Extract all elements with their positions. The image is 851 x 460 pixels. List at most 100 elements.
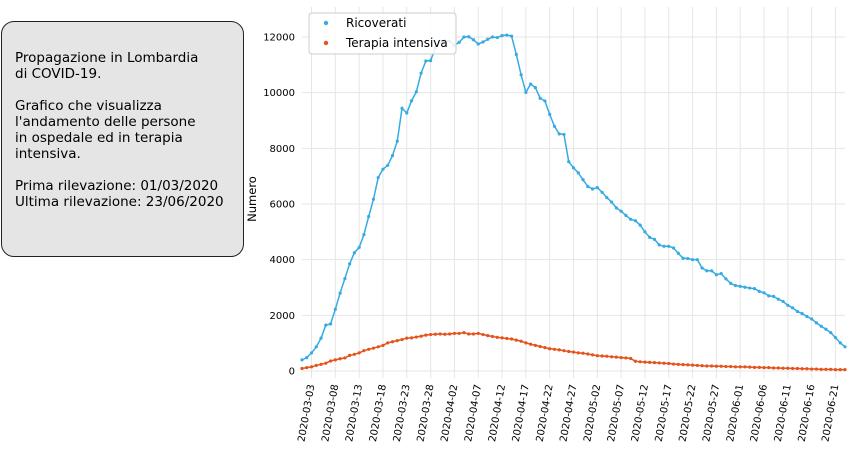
x-tick-label: 2020-06-11	[773, 384, 794, 443]
ricoverati-point	[810, 317, 814, 321]
terapia-intensiva-point	[738, 365, 742, 369]
terapia-intensiva-point	[500, 336, 504, 340]
y-tick-label: 6000	[270, 200, 295, 211]
terapia-intensiva-point	[791, 366, 795, 371]
terapia-intensiva-point	[352, 352, 356, 356]
terapia-intensiva-point	[367, 347, 371, 351]
ricoverati-point	[495, 35, 499, 40]
ricoverati-point	[652, 237, 657, 241]
terapia-intensiva-point	[557, 348, 561, 352]
terapia-intensiva-point	[362, 349, 366, 353]
x-tick-label: 2020-06-21	[821, 384, 842, 443]
terapia-intensiva-point	[610, 355, 614, 359]
terapia-intensiva-point	[814, 367, 819, 371]
legend-marker-ricoverati	[323, 20, 329, 26]
terapia-intensiva-point	[300, 366, 304, 371]
terapia-intensiva-point	[328, 359, 333, 363]
terapia-intensiva-point	[671, 362, 676, 366]
ricoverati-point	[586, 184, 590, 189]
terapia-intensiva-point	[571, 350, 576, 354]
terapia-intensiva-point	[719, 364, 723, 368]
ricoverati-point	[724, 277, 728, 281]
terapia-intensiva-point	[452, 331, 457, 336]
terapia-intensiva-point	[424, 333, 428, 337]
terapia-intensiva-point	[614, 355, 618, 359]
ricoverati-point	[548, 112, 552, 116]
info-title: Propagazione in Lombardia di COVID-19.	[15, 50, 199, 82]
x-tick-label: 2020-06-06	[749, 384, 770, 443]
ricoverati-point	[838, 341, 842, 345]
terapia-intensiva-point	[748, 365, 752, 369]
terapia-intensiva-point	[724, 364, 728, 369]
ricoverati-point	[386, 163, 390, 167]
terapia-intensiva-point	[548, 347, 552, 351]
ricoverati-point	[300, 358, 304, 362]
terapia-intensiva-point	[309, 365, 314, 369]
terapia-intensiva-point	[552, 347, 557, 351]
ricoverati-point	[771, 294, 776, 299]
terapia-intensiva-point	[533, 343, 537, 347]
y-tick-label: 8000	[270, 144, 295, 155]
ricoverati-point	[509, 34, 514, 38]
terapia-intensiva-point	[810, 367, 814, 371]
terapia-intensiva-point	[395, 339, 399, 343]
ricoverati-point	[624, 213, 628, 218]
terapia-intensiva-point	[490, 334, 495, 339]
terapia-intensiva-point	[509, 337, 514, 341]
ricoverati-point	[348, 262, 352, 266]
ricoverati-point	[638, 223, 642, 227]
ricoverati-point	[805, 314, 809, 319]
info-box: Propagazione in Lombardia di COVID-19. G…	[1, 21, 244, 257]
terapia-intensiva-point	[652, 361, 657, 365]
terapia-intensiva-point	[667, 361, 671, 366]
terapia-intensiva-point	[786, 366, 790, 370]
terapia-intensiva-point	[795, 366, 799, 371]
ricoverati-point	[305, 356, 309, 360]
ricoverati-point	[476, 42, 480, 46]
terapia-intensiva-point	[619, 356, 623, 360]
x-tick-label: 2020-05-27	[701, 384, 722, 443]
ricoverati-point	[395, 139, 399, 143]
terapia-intensiva-point	[514, 338, 518, 342]
terapia-intensiva-point	[752, 365, 757, 369]
ricoverati-point	[505, 33, 509, 37]
terapia-intensiva-point	[633, 359, 638, 363]
ricoverati-point	[819, 324, 823, 328]
terapia-intensiva-point	[400, 337, 404, 342]
ricoverati-point	[814, 321, 819, 325]
ricoverati-point	[500, 34, 504, 38]
ricoverati-point	[343, 276, 347, 281]
terapia-intensiva-point	[676, 362, 680, 366]
ricoverati-point	[610, 200, 614, 204]
terapia-intensiva-point	[386, 341, 390, 345]
ricoverati-point	[552, 124, 557, 128]
terapia-intensiva-point	[567, 349, 571, 354]
legend-marker-terapia-intensiva	[323, 40, 329, 46]
terapia-intensiva-point	[743, 365, 747, 369]
terapia-intensiva-point	[529, 342, 533, 346]
ricoverati-point	[786, 303, 790, 307]
terapia-intensiva-point	[305, 366, 309, 370]
ricoverati-point	[590, 187, 595, 191]
y-axis: 0 2000 4000 6000 8000 10000 12000	[263, 33, 295, 378]
ricoverati-point	[562, 132, 566, 137]
ricoverati-point	[319, 336, 323, 340]
terapia-intensiva-point	[776, 366, 780, 370]
ricoverati-point	[700, 266, 704, 270]
ricoverati-point	[829, 330, 833, 335]
ricoverati-point	[405, 111, 409, 115]
ricoverati-point	[362, 233, 366, 237]
ricoverati-point	[733, 283, 738, 288]
terapia-intensiva-point	[586, 352, 590, 356]
x-tick-label: 2020-06-16	[797, 384, 818, 443]
terapia-intensiva-point	[805, 367, 809, 371]
ricoverati-point	[529, 82, 533, 86]
terapia-intensiva-point	[643, 360, 647, 364]
ricoverati-point	[419, 71, 423, 75]
ricoverati-point	[800, 312, 804, 316]
ricoverati-point	[833, 336, 838, 340]
ricoverati-point	[719, 271, 723, 276]
terapia-intensiva-point	[757, 365, 761, 369]
terapia-intensiva-point	[457, 331, 461, 336]
